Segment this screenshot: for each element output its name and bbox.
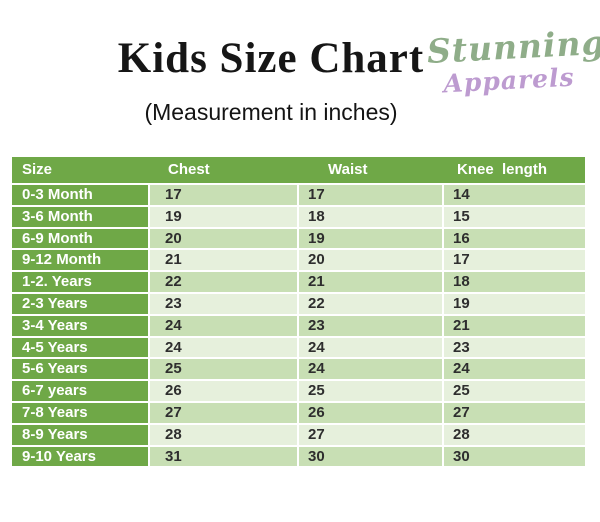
knee-cell: 30 <box>444 446 585 467</box>
chest-cell: 26 <box>150 381 297 401</box>
column-header-size: Size <box>22 161 53 178</box>
waist-cell: 27 <box>299 424 442 445</box>
waist-cell: 30 <box>299 446 442 467</box>
knee-cell: 15 <box>444 206 585 227</box>
chest-cell: 20 <box>150 228 297 249</box>
table-body: 0-3 Month 17 17 14 3-6 Month 19 18 15 6-… <box>12 185 585 467</box>
knee-cell: 27 <box>444 402 585 423</box>
size-cell: 6-7 years <box>12 381 148 401</box>
column-header-chest: Chest <box>168 161 210 178</box>
waist-cell: 21 <box>299 272 442 292</box>
waist-cell: 23 <box>299 315 442 336</box>
chest-cell: 24 <box>150 337 297 358</box>
chest-cell: 28 <box>150 424 297 445</box>
chest-cell: 19 <box>150 206 297 227</box>
knee-cell: 18 <box>444 272 585 292</box>
waist-cell: 19 <box>299 228 442 249</box>
chest-cell: 27 <box>150 402 297 423</box>
knee-cell: 16 <box>444 228 585 249</box>
column-header-knee-length: Knee length <box>457 161 548 178</box>
chest-cell: 31 <box>150 446 297 467</box>
measurement-note: (Measurement in inches) <box>144 99 398 125</box>
size-cell: 4-5 Years <box>12 337 148 358</box>
knee-cell: 19 <box>444 293 585 314</box>
size-cell: 6-9 Month <box>12 228 148 249</box>
waist-cell: 26 <box>299 402 442 423</box>
knee-cell: 25 <box>444 381 585 401</box>
size-cell: 5-6 Years <box>12 359 148 380</box>
chest-cell: 22 <box>150 272 297 292</box>
chest-cell: 17 <box>150 185 297 205</box>
size-cell: 1-2. Years <box>12 272 148 292</box>
size-cell: 3-4 Years <box>12 315 148 336</box>
brand-logo: Stunning Apparels <box>426 23 600 99</box>
size-cell: 9-10 Years <box>12 446 148 467</box>
waist-cell: 22 <box>299 293 442 314</box>
page-title: Kids Size Chart <box>117 35 425 82</box>
waist-cell: 24 <box>299 359 442 380</box>
column-header-waist: Waist <box>328 161 368 178</box>
size-cell: 9-12 Month <box>12 250 148 271</box>
knee-cell: 21 <box>444 315 585 336</box>
knee-cell: 28 <box>444 424 585 445</box>
chest-cell: 21 <box>150 250 297 271</box>
waist-cell: 25 <box>299 381 442 401</box>
size-table: Size Chest Waist Knee length 0-3 Month 1… <box>12 157 585 467</box>
waist-cell: 20 <box>299 250 442 271</box>
knee-cell: 24 <box>444 359 585 380</box>
knee-cell: 14 <box>444 185 585 205</box>
waist-cell: 17 <box>299 185 442 205</box>
size-cell: 2-3 Years <box>12 293 148 314</box>
size-cell: 3-6 Month <box>12 206 148 227</box>
waist-cell: 24 <box>299 337 442 358</box>
table-header-row: Size Chest Waist Knee length <box>12 157 585 183</box>
knee-cell: 23 <box>444 337 585 358</box>
chest-cell: 24 <box>150 315 297 336</box>
knee-cell: 17 <box>444 250 585 271</box>
chest-cell: 23 <box>150 293 297 314</box>
chest-cell: 25 <box>150 359 297 380</box>
size-cell: 7-8 Years <box>12 402 148 423</box>
size-cell: 8-9 Years <box>12 424 148 445</box>
waist-cell: 18 <box>299 206 442 227</box>
size-cell: 0-3 Month <box>12 185 148 205</box>
